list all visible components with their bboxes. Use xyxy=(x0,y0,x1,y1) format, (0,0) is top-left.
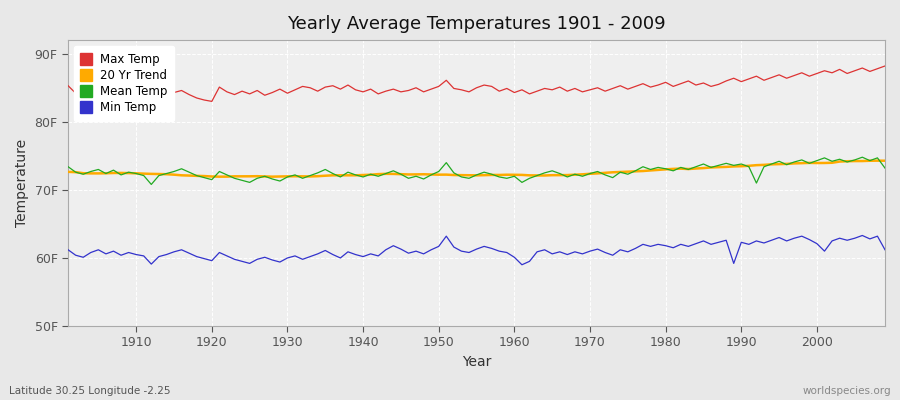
Mean Temp xyxy=(509,174,520,179)
20 Yr Trend xyxy=(297,174,308,179)
Max Temp xyxy=(297,84,308,89)
Mean Temp xyxy=(63,164,74,169)
Min Temp xyxy=(501,250,512,255)
20 Yr Trend xyxy=(214,174,225,179)
X-axis label: Year: Year xyxy=(462,355,491,369)
Mean Temp xyxy=(608,175,618,180)
Max Temp xyxy=(879,64,890,68)
Min Temp xyxy=(517,262,527,267)
Mean Temp xyxy=(146,182,157,187)
Min Temp xyxy=(123,250,134,255)
Mean Temp xyxy=(297,176,308,181)
20 Yr Trend xyxy=(517,172,527,177)
Mean Temp xyxy=(123,170,134,174)
Min Temp xyxy=(63,247,74,252)
Min Temp xyxy=(509,255,520,260)
Min Temp xyxy=(879,247,890,252)
Max Temp xyxy=(63,83,74,88)
20 Yr Trend xyxy=(872,158,883,163)
20 Yr Trend xyxy=(879,158,890,163)
Mean Temp xyxy=(879,166,890,170)
20 Yr Trend xyxy=(608,170,618,175)
Max Temp xyxy=(517,88,527,92)
Min Temp xyxy=(335,256,346,260)
Mean Temp xyxy=(343,170,354,174)
Mean Temp xyxy=(517,180,527,185)
Legend: Max Temp, 20 Yr Trend, Mean Temp, Min Temp: Max Temp, 20 Yr Trend, Mean Temp, Min Te… xyxy=(74,46,175,121)
Max Temp xyxy=(343,83,354,88)
Max Temp xyxy=(146,102,157,106)
Max Temp xyxy=(608,86,618,91)
Mean Temp xyxy=(857,155,868,160)
20 Yr Trend xyxy=(343,173,354,178)
Text: worldspecies.org: worldspecies.org xyxy=(803,386,891,396)
20 Yr Trend xyxy=(509,172,520,177)
Min Temp xyxy=(290,254,301,258)
Max Temp xyxy=(123,92,134,97)
20 Yr Trend xyxy=(63,170,74,174)
Y-axis label: Temperature: Temperature xyxy=(15,139,29,227)
Max Temp xyxy=(509,90,520,95)
Text: Latitude 30.25 Longitude -2.25: Latitude 30.25 Longitude -2.25 xyxy=(9,386,170,396)
Line: Min Temp: Min Temp xyxy=(68,236,885,265)
Line: 20 Yr Trend: 20 Yr Trend xyxy=(68,161,885,177)
Title: Yearly Average Temperatures 1901 - 2009: Yearly Average Temperatures 1901 - 2009 xyxy=(287,15,666,33)
Min Temp xyxy=(857,233,868,238)
20 Yr Trend xyxy=(123,171,134,176)
Min Temp xyxy=(608,253,618,258)
Line: Max Temp: Max Temp xyxy=(68,66,885,104)
Line: Mean Temp: Mean Temp xyxy=(68,157,885,184)
